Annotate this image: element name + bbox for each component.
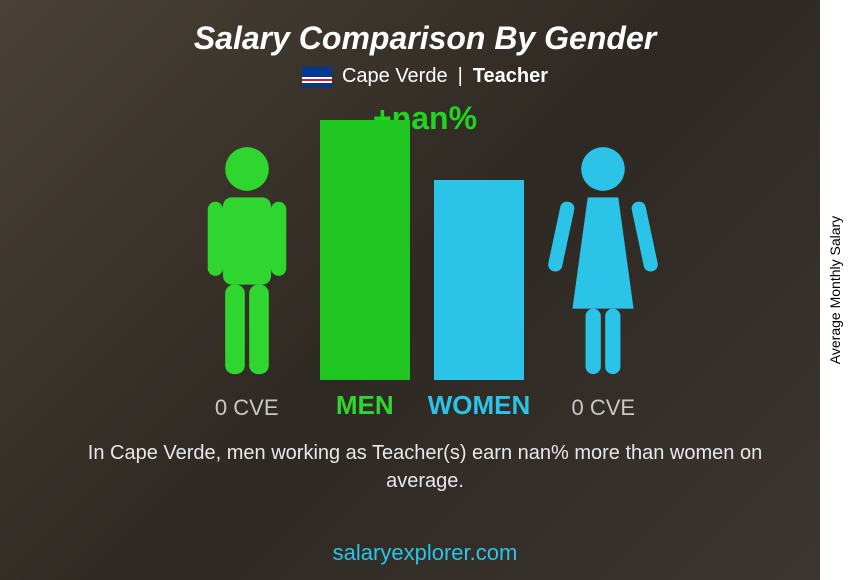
footer-source: salaryexplorer.com: [0, 540, 850, 566]
woman-icon: [548, 145, 658, 385]
country-flag-icon: [302, 67, 332, 87]
men-salary: 0 CVE: [215, 395, 279, 421]
description-text: In Cape Verde, men working as Teacher(s)…: [75, 439, 775, 495]
women-bar: [434, 180, 524, 380]
separator: |: [458, 65, 463, 88]
women-label: WOMEN: [428, 390, 531, 421]
men-bar: [320, 120, 410, 380]
job-title: Teacher: [473, 65, 548, 88]
main-content: Salary Comparison By Gender Cape Verde |…: [0, 0, 850, 580]
country-name: Cape Verde: [342, 65, 448, 88]
man-icon: [192, 145, 302, 385]
women-figure-column: 0 CVE: [548, 145, 658, 421]
men-bar-column: MEN: [320, 120, 410, 421]
chart-area: 0 CVE MEN WOMEN 0 CVE: [192, 141, 659, 421]
men-label: MEN: [336, 390, 394, 421]
subtitle-row: Cape Verde | Teacher: [302, 65, 548, 88]
women-bar-column: WOMEN: [428, 180, 531, 421]
page-title: Salary Comparison By Gender: [194, 20, 656, 57]
men-figure-column: 0 CVE: [192, 145, 302, 421]
women-salary: 0 CVE: [571, 395, 635, 421]
